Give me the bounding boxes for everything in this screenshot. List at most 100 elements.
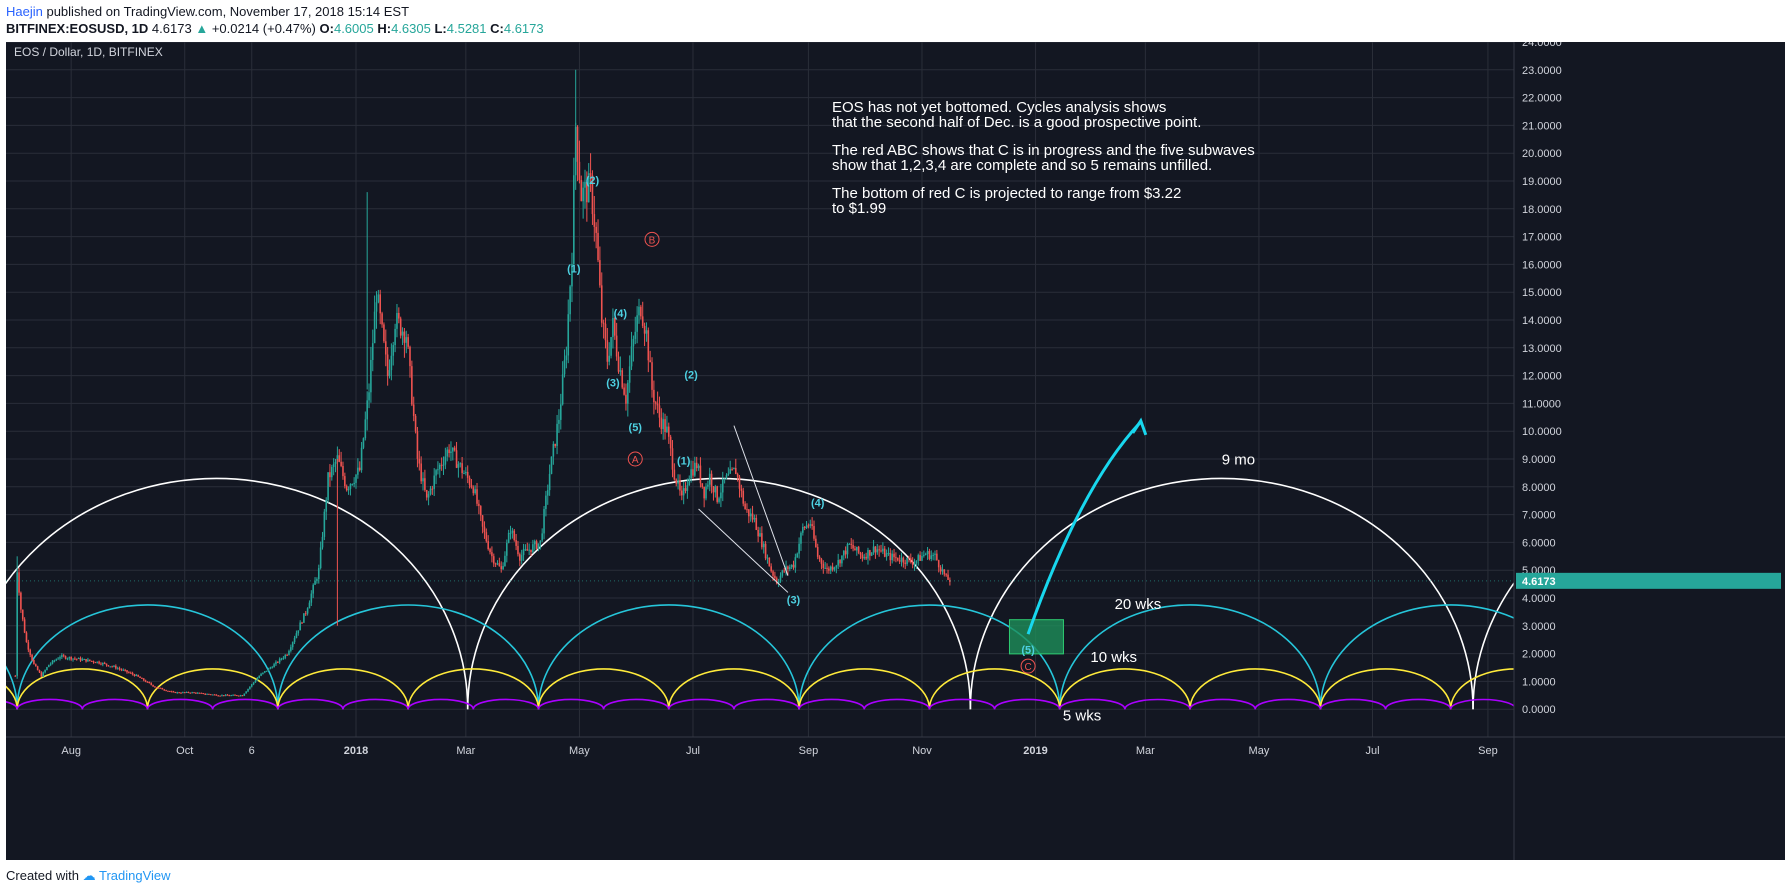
candle-body bbox=[699, 465, 702, 484]
candle-body bbox=[513, 530, 516, 541]
candle-body bbox=[36, 666, 39, 671]
candle-body bbox=[167, 690, 169, 692]
annotation-text: EOS has not yet bottomed. Cycles analysi… bbox=[832, 99, 1255, 217]
cycle-arc bbox=[81, 698, 149, 710]
candle-body bbox=[608, 355, 610, 362]
candle-body bbox=[267, 668, 270, 671]
candle-body bbox=[476, 489, 478, 504]
candle-body bbox=[345, 486, 348, 491]
candle-body bbox=[613, 318, 616, 336]
chart-background bbox=[6, 42, 1785, 860]
candle-body bbox=[370, 359, 372, 393]
cycle-arc bbox=[667, 668, 800, 710]
candle-body bbox=[209, 694, 212, 696]
candle-body bbox=[329, 472, 331, 478]
candle-body bbox=[889, 552, 892, 561]
cycle-arc bbox=[667, 698, 735, 710]
candle-body bbox=[418, 458, 421, 464]
open-value: 4.6005 bbox=[333, 21, 374, 36]
candle-body bbox=[589, 173, 592, 176]
author-link[interactable]: Haejin bbox=[6, 4, 43, 19]
candle-body bbox=[641, 316, 644, 326]
tradingview-logo-icon[interactable]: ☁ bbox=[82, 868, 96, 883]
symbol-name[interactable]: BITFINEX:EOSUSD, 1D bbox=[6, 21, 149, 36]
candle-body bbox=[573, 175, 575, 264]
chart-area[interactable]: EOS / Dollar, 1D, BITFINEX 9 mo 20 wks 10 … bbox=[0, 37, 1789, 860]
candle-body bbox=[787, 566, 789, 570]
candle-body bbox=[587, 173, 590, 203]
x-tick-label: Jul bbox=[1365, 745, 1379, 757]
candle-body bbox=[196, 692, 199, 694]
cycle-arc bbox=[472, 698, 540, 710]
candle-body bbox=[731, 469, 733, 471]
candle-body bbox=[941, 569, 944, 572]
candle-body bbox=[906, 557, 908, 564]
candle-body bbox=[571, 263, 573, 287]
candle-body bbox=[53, 660, 56, 662]
candle-body bbox=[621, 370, 624, 388]
candle-body bbox=[917, 555, 920, 561]
candle-body bbox=[103, 662, 106, 664]
cycle-arc bbox=[1319, 668, 1452, 710]
candle-body bbox=[29, 649, 32, 655]
candle-body bbox=[574, 126, 577, 176]
y-tick-label: 20.0000 bbox=[1522, 148, 1562, 160]
candle-body bbox=[563, 360, 566, 375]
price-chart[interactable]: EOS / Dollar, 1D, BITFINEX 9 mo 20 wks 10 … bbox=[0, 37, 1789, 860]
candle-body bbox=[411, 366, 413, 405]
candle-body bbox=[733, 467, 735, 470]
price-axis[interactable]: 24.0000 23.0000 22.0000 21.0000 20.0000 19.00… bbox=[6, 37, 1785, 737]
candle-body bbox=[887, 552, 890, 554]
candle-body bbox=[522, 549, 525, 556]
cycle-arc bbox=[602, 698, 670, 710]
candle-body bbox=[351, 484, 354, 486]
candle-body bbox=[407, 337, 409, 347]
x-tick-label: Aug bbox=[61, 745, 81, 757]
candle-body bbox=[42, 672, 45, 677]
candle-body bbox=[856, 546, 858, 551]
time-axis[interactable]: Aug Oct 6 2018 Mar May Jul Sep Nov 2019 Mar May Jul S… bbox=[6, 42, 1785, 860]
tradingview-brand[interactable]: TradingView bbox=[99, 868, 171, 883]
candle-body bbox=[552, 443, 555, 457]
candle-body bbox=[537, 543, 540, 549]
candle-body bbox=[645, 330, 648, 334]
candle-body bbox=[278, 658, 281, 663]
publish-info: Haejin published on TradingView.com, Nov… bbox=[6, 4, 409, 19]
candle-body bbox=[228, 695, 231, 697]
candle-body bbox=[260, 673, 262, 676]
candle-body bbox=[671, 448, 674, 470]
candle-body bbox=[863, 556, 866, 559]
candle-body bbox=[265, 670, 268, 672]
wave-label: (2) bbox=[684, 369, 698, 381]
candle-body bbox=[48, 664, 50, 668]
candle-body bbox=[772, 571, 774, 576]
candle-body bbox=[157, 687, 160, 689]
candle-body bbox=[764, 543, 767, 559]
candle-body bbox=[81, 659, 84, 661]
candle-body bbox=[72, 658, 74, 660]
cycle-arc bbox=[733, 698, 800, 710]
candle-body bbox=[828, 568, 830, 571]
candle-body bbox=[703, 486, 705, 499]
candle-body bbox=[526, 549, 529, 551]
candle-body bbox=[578, 161, 581, 181]
candle-body bbox=[809, 524, 812, 526]
candle-body bbox=[506, 542, 508, 556]
publish-text: published on TradingView.com, November 1… bbox=[42, 4, 410, 19]
target-zone-box bbox=[1008, 619, 1064, 655]
candle-body bbox=[163, 689, 166, 691]
candle-body bbox=[679, 480, 681, 491]
cycle-arc bbox=[928, 698, 996, 710]
candle-body bbox=[548, 473, 551, 491]
candle-body bbox=[666, 426, 668, 432]
candle-body bbox=[182, 692, 184, 694]
candle-body bbox=[280, 658, 283, 660]
candle-body bbox=[273, 664, 275, 668]
candle-body bbox=[66, 658, 69, 660]
candle-body bbox=[375, 302, 378, 312]
candle-body bbox=[383, 324, 385, 342]
candle-body bbox=[224, 694, 227, 696]
candle-body bbox=[470, 484, 473, 488]
candle-body bbox=[388, 370, 391, 377]
candle-body bbox=[682, 488, 685, 496]
